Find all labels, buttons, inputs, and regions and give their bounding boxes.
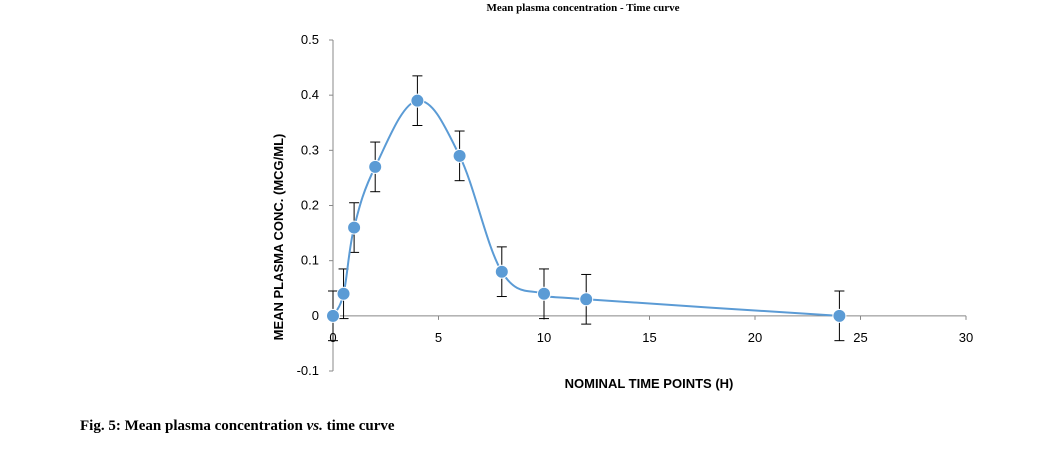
x-tick-label: 10 [537, 330, 551, 345]
y-axis-label: MEAN PLASMA CONC. (MCG/ML) [271, 134, 286, 341]
y-tick-label: 0.4 [301, 87, 319, 102]
data-point [452, 148, 467, 163]
data-point [410, 93, 425, 108]
data-point [579, 292, 594, 307]
y-tick-label: 0.3 [301, 142, 319, 157]
y-tick-label: 0.1 [301, 253, 319, 268]
data-point [326, 308, 340, 323]
x-tick-label: 15 [642, 330, 656, 345]
x-tick-label: 25 [853, 330, 867, 345]
caption-suffix: time curve [322, 418, 395, 434]
y-tick-label: 0 [312, 308, 319, 323]
data-point [336, 286, 351, 301]
x-axis-label: NOMINAL TIME POINTS (H) [565, 376, 734, 391]
x-tick-label: 30 [959, 330, 973, 345]
data-point [368, 159, 383, 174]
x-tick-label: 5 [435, 330, 442, 345]
x-tick-label: 20 [748, 330, 762, 345]
data-markers [326, 93, 847, 323]
data-point [494, 264, 509, 279]
figure-caption: Fig. 5: Mean plasma concentration vs. ti… [80, 418, 395, 435]
chart-title: Mean plasma concentration - Time curve [487, 2, 680, 14]
caption-vs: vs. [306, 418, 323, 434]
axes: -0.100.10.20.30.40.5051015202530 [297, 32, 974, 378]
data-point [347, 220, 362, 235]
data-point [832, 308, 847, 323]
caption-prefix: Fig. 5: Mean plasma concentration [80, 418, 307, 434]
y-tick-label: 0.2 [301, 198, 319, 213]
y-tick-label: -0.1 [297, 363, 319, 378]
data-point [537, 286, 551, 301]
y-tick-label: 0.5 [301, 32, 319, 47]
